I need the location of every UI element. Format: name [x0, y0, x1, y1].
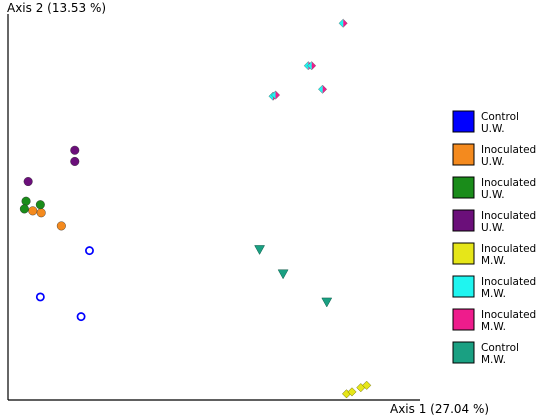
- data-point-6-2: [321, 297, 333, 308]
- legend-swatch: [452, 110, 475, 133]
- legend-swatch: [452, 209, 475, 232]
- legend-label-line2: U.W.: [481, 156, 505, 168]
- data-point-0-2: [76, 312, 86, 322]
- legend-label-line2: M.W.: [481, 255, 506, 267]
- plot-area: Axis 2 (13.53 %) Axis 1 (27.04 %): [7, 1, 489, 416]
- data-point-1-1: [36, 208, 46, 218]
- data-point-4-3: [362, 380, 372, 390]
- legend-swatch: [452, 341, 475, 364]
- data-point-5-0: [338, 18, 348, 28]
- data-point-2-0: [21, 196, 31, 206]
- legend-label-line2: U.W.: [481, 222, 505, 234]
- y-axis-title: Axis 2 (13.53 %): [7, 1, 106, 15]
- data-point-0-0: [85, 246, 94, 256]
- legend-label-line1: Inoculated: [481, 309, 536, 321]
- legend-label-line1: Inoculated: [481, 243, 536, 255]
- data-point-5-5: [318, 84, 328, 94]
- data-point-6-1: [277, 269, 289, 280]
- legend-swatch: [452, 242, 475, 265]
- data-point-2-2: [19, 204, 29, 214]
- legend-swatch: [452, 176, 475, 199]
- legend-label-line1: Inoculated: [481, 276, 536, 288]
- legend-label-line2: M.W.: [481, 321, 506, 333]
- legend-label-line1: Control: [481, 342, 519, 354]
- legend-swatch: [452, 143, 475, 166]
- data-point-1-2: [56, 221, 66, 231]
- data-point-6-0: [254, 245, 266, 255]
- legend-label-line1: Control: [481, 111, 519, 123]
- x-axis-title: Axis 1 (27.04 %): [390, 402, 489, 416]
- legend-label-line2: M.W.: [481, 288, 506, 300]
- data-point-0-1: [35, 292, 45, 302]
- data-point-2-1: [35, 200, 45, 210]
- legend-swatch: [452, 275, 475, 298]
- legend-label-line1: Inoculated: [481, 144, 536, 156]
- legend-label-line2: M.W.: [481, 354, 506, 366]
- data-point-3-2: [70, 156, 80, 166]
- legend-label-line2: U.W.: [481, 123, 505, 135]
- legend-label-line1: Inoculated: [481, 177, 536, 189]
- data-point-5-2: [307, 61, 317, 71]
- data-point-3-1: [70, 145, 80, 155]
- legend-label-line2: U.W.: [481, 189, 505, 201]
- data-point-4-1: [347, 387, 357, 397]
- data-point-1-0: [28, 206, 38, 216]
- data-points: [19, 18, 372, 399]
- data-point-3-0: [23, 177, 33, 187]
- data-point-5-4: [271, 90, 281, 100]
- legend-label-line1: Inoculated: [481, 210, 536, 222]
- legend: ControlU.W.InoculatedU.W.InoculatedU.W.I…: [452, 110, 536, 366]
- legend-swatch: [452, 308, 475, 331]
